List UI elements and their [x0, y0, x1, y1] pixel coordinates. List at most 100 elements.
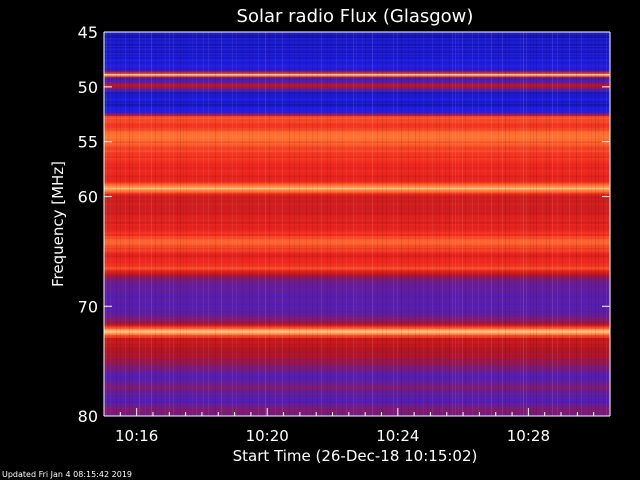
spectrum-row [104, 383, 610, 385]
time-streak [606, 32, 607, 416]
time-streak [221, 32, 222, 416]
time-streak [183, 32, 184, 416]
spectrum-row [104, 366, 610, 369]
time-streak [442, 32, 443, 416]
spectrum-row [104, 87, 610, 90]
spectrum-row [104, 345, 610, 348]
time-streak [362, 32, 363, 416]
time-streak [439, 32, 440, 416]
spectrum-row [104, 90, 610, 93]
spectrum-row [104, 377, 610, 379]
spectrum-row [104, 353, 610, 355]
spectrum-row [104, 408, 610, 411]
time-streak [462, 32, 463, 416]
spectrum-row [104, 77, 610, 79]
time-streak [546, 32, 547, 416]
spectrum-row [104, 119, 610, 121]
spectrum-row [104, 107, 610, 109]
time-streak [215, 32, 216, 416]
spectrum-row [104, 347, 610, 349]
spectrum-row [104, 243, 610, 246]
spectrum-row [104, 399, 610, 402]
spectrum-row [104, 219, 610, 222]
time-streak [330, 32, 331, 416]
time-streak [542, 32, 543, 416]
spectrum-row [104, 390, 610, 393]
time-streak [151, 32, 152, 416]
spectrum-row [104, 398, 610, 400]
spectrum-row [104, 249, 610, 252]
spectrum-row [104, 405, 610, 408]
spectrum-row [104, 312, 610, 315]
time-streak [196, 32, 197, 416]
spectrum-row [104, 276, 610, 279]
spectrum-row [104, 125, 610, 127]
spectrum-row [104, 128, 610, 130]
spectrum-row [104, 164, 610, 166]
time-streak [382, 32, 383, 416]
spectrum-row [104, 54, 610, 57]
spectrum-row [104, 389, 610, 391]
spectrum-row [104, 189, 610, 192]
spectrum-row [104, 144, 610, 147]
spectrum-row [104, 194, 610, 196]
spectrum-row [104, 42, 610, 45]
time-streak [265, 32, 266, 416]
time-streak [377, 32, 378, 416]
spectrum-row [104, 338, 610, 340]
spectrum-row [104, 98, 610, 100]
time-streak [192, 32, 193, 416]
spectrum-row [104, 102, 610, 105]
spectrum-row [104, 282, 610, 285]
x-tick-label: 10:28 [507, 427, 550, 445]
time-streak [242, 32, 243, 416]
time-streak [169, 32, 170, 416]
spectrum-row [104, 258, 610, 261]
spectrum-row [104, 156, 610, 159]
spectrum-row [104, 137, 610, 139]
spectrum-row [104, 330, 610, 333]
spectrum-row [104, 333, 610, 336]
time-streak [125, 32, 126, 416]
spectrum-row [104, 318, 610, 321]
spectrum-row [104, 222, 610, 225]
y-tick-label: 70 [78, 297, 98, 316]
time-streak [365, 32, 366, 416]
spectrum-row [104, 275, 610, 277]
spectrum-row [104, 120, 610, 123]
spectrum-row [104, 254, 610, 256]
spectrum-row [104, 201, 610, 204]
spectrum-row [104, 227, 610, 229]
spectrum-row [104, 297, 610, 300]
spectrum-row [104, 327, 610, 330]
time-streak [445, 32, 446, 416]
spectrum-row [104, 123, 610, 126]
spectrum-row [104, 291, 610, 294]
y-tick-label: 50 [78, 78, 98, 97]
plot-area [104, 32, 610, 417]
spectrum-row [104, 117, 610, 120]
spectrum-row [104, 414, 610, 417]
spectrum-row [104, 80, 610, 82]
spectrum-row [104, 315, 610, 318]
spectrum-row [104, 215, 610, 217]
time-streak [436, 32, 437, 416]
time-streak [139, 32, 140, 416]
time-streak [132, 32, 133, 416]
spectrum-row [104, 83, 610, 85]
time-streak [452, 32, 453, 416]
time-streak [498, 32, 499, 416]
time-streak [106, 32, 107, 416]
spectrum-row [104, 89, 610, 91]
x-tick-label: 10:24 [376, 427, 419, 445]
spectrum-row [104, 411, 610, 414]
spectrum-row [104, 401, 610, 403]
spectrum-row [104, 35, 610, 37]
spectrum-row [104, 158, 610, 160]
time-streak [372, 32, 373, 416]
spectrum-row [104, 110, 610, 112]
spectrum-row [104, 296, 610, 298]
spectrum-row [104, 135, 610, 138]
time-streak [299, 32, 300, 416]
spectrum-row [104, 264, 610, 267]
